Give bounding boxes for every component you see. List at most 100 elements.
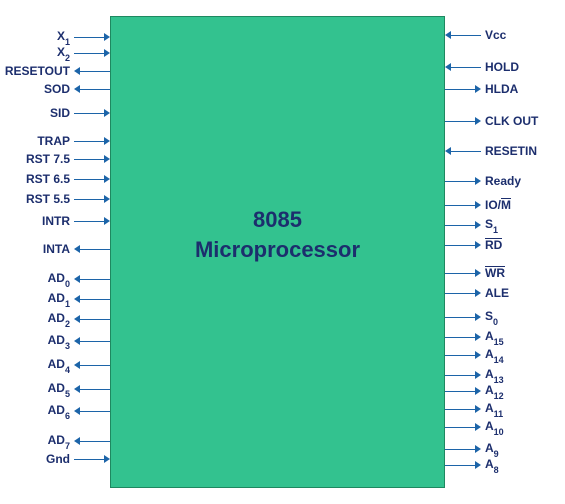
arrow-shaft (445, 273, 475, 274)
left-pin: AD4 (0, 356, 110, 374)
right-pin: HLDA (445, 80, 565, 98)
pin-label: X1 (57, 29, 70, 45)
right-pin: A12 (445, 382, 565, 400)
right-pin: IO/M (445, 196, 565, 214)
pin-label: TRAP (37, 134, 70, 148)
right-pin: Vcc (445, 26, 565, 44)
arrow-head-icon (104, 137, 110, 145)
left-pin: RST 7.5 (0, 150, 110, 168)
left-pin: TRAP (0, 132, 110, 150)
pin-label: RST 5.5 (26, 192, 70, 206)
arrow-head-icon (104, 195, 110, 203)
arrow-shaft (80, 249, 110, 250)
arrow-shaft (445, 449, 475, 450)
right-pin: HOLD (445, 58, 565, 76)
pin-label: RST 6.5 (26, 172, 70, 186)
pin-label: SID (50, 106, 70, 120)
arrow-head-icon (475, 201, 481, 209)
arrow-shaft (80, 411, 110, 412)
pin-label: Gnd (46, 452, 70, 466)
arrow-shaft (445, 293, 475, 294)
right-pin: RD (445, 236, 565, 254)
left-pin: AD6 (0, 402, 110, 420)
left-pin: INTA (0, 240, 110, 258)
pin-label: Ready (485, 174, 521, 188)
pin-label: IO/M (485, 198, 511, 212)
arrow-shaft (80, 319, 110, 320)
arrow-head-icon (475, 117, 481, 125)
arrow-shaft (74, 113, 104, 114)
arrow-shaft (445, 355, 475, 356)
arrow-head-icon (104, 109, 110, 117)
arrow-shaft (445, 181, 475, 182)
pin-label: ALE (485, 286, 509, 300)
pin-label: S1 (485, 217, 498, 233)
pin-label: AD3 (48, 333, 70, 349)
arrow-head-icon (475, 387, 481, 395)
pin-label: HOLD (485, 60, 519, 74)
arrow-shaft (74, 37, 104, 38)
arrow-shaft (74, 159, 104, 160)
arrow-shaft (80, 299, 110, 300)
left-pin: AD2 (0, 310, 110, 328)
arrow-shaft (445, 409, 475, 410)
arrow-shaft (451, 67, 481, 68)
right-pin: WR (445, 264, 565, 282)
arrow-shaft (451, 35, 481, 36)
arrow-head-icon (475, 269, 481, 277)
arrow-shaft (80, 89, 110, 90)
arrow-shaft (445, 205, 475, 206)
pin-label: HLDA (485, 82, 518, 96)
right-pin: A11 (445, 400, 565, 418)
arrow-head-icon (104, 33, 110, 41)
arrow-shaft (80, 365, 110, 366)
left-pin: AD5 (0, 380, 110, 398)
arrow-head-icon (475, 313, 481, 321)
arrow-shaft (445, 317, 475, 318)
pin-label: A12 (485, 383, 504, 399)
right-pin: Ready (445, 172, 565, 190)
arrow-shaft (445, 427, 475, 428)
pin-label: AD5 (48, 381, 70, 397)
left-pin: RST 5.5 (0, 190, 110, 208)
pin-label: INTA (43, 242, 70, 256)
arrow-shaft (445, 375, 475, 376)
arrow-shaft (445, 121, 475, 122)
left-pin: AD1 (0, 290, 110, 308)
pin-label: A8 (485, 457, 499, 473)
right-pin: A15 (445, 328, 565, 346)
right-pin: S0 (445, 308, 565, 326)
right-pin: S1 (445, 216, 565, 234)
pin-label: AD1 (48, 291, 70, 307)
arrow-head-icon (475, 289, 481, 297)
left-pin: RESETOUT (0, 62, 110, 80)
arrow-head-icon (104, 49, 110, 57)
pin-label: AD4 (48, 357, 70, 373)
pin-label: Vcc (485, 28, 506, 42)
pin-label: S0 (485, 309, 498, 325)
arrow-head-icon (475, 177, 481, 185)
arrow-shaft (445, 225, 475, 226)
arrow-shaft (80, 389, 110, 390)
arrow-shaft (74, 53, 104, 54)
right-pin: A10 (445, 418, 565, 436)
pin-label: AD2 (48, 311, 70, 327)
pin-label: RESETOUT (5, 64, 70, 78)
arrow-head-icon (475, 371, 481, 379)
arrow-head-icon (475, 445, 481, 453)
arrow-shaft (80, 279, 110, 280)
pin-label: RD (485, 238, 502, 252)
arrow-shaft (445, 391, 475, 392)
arrow-head-icon (475, 423, 481, 431)
arrow-head-icon (475, 405, 481, 413)
arrow-shaft (74, 141, 104, 142)
left-pin: RST 6.5 (0, 170, 110, 188)
chip-title-1: 8085 (111, 207, 444, 233)
pin-label: A9 (485, 441, 499, 457)
right-pin: RESETIN (445, 142, 565, 160)
pin-label: CLK OUT (485, 114, 538, 128)
arrow-shaft (445, 89, 475, 90)
pin-label: A13 (485, 367, 504, 383)
arrow-head-icon (104, 155, 110, 163)
right-pin: A8 (445, 456, 565, 474)
